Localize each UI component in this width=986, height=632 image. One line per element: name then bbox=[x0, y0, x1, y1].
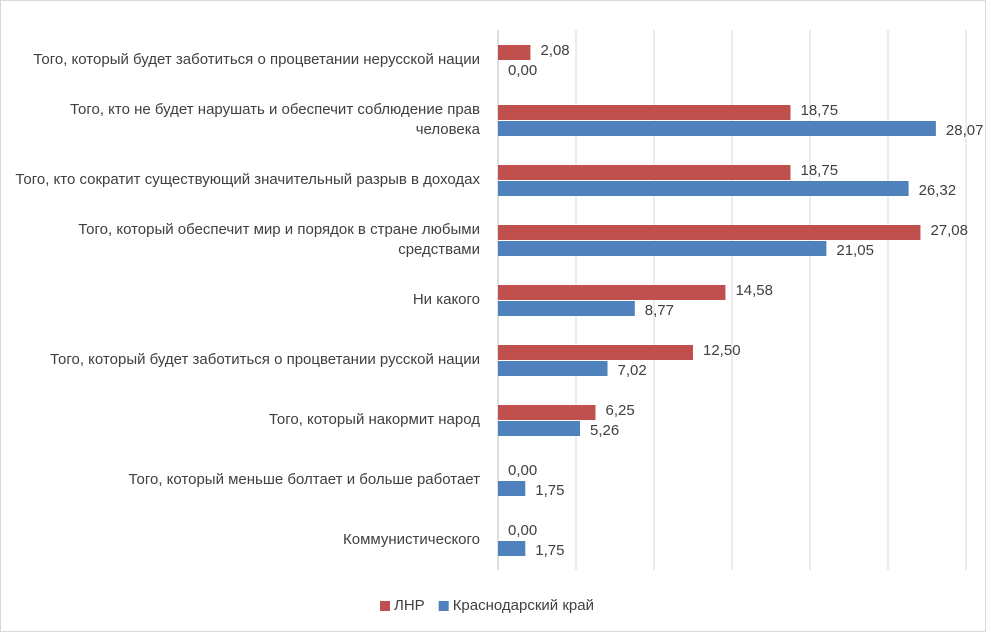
category-label: Того, который обеспечит мир и порядок в … bbox=[78, 221, 480, 258]
category-label: Того, который накормит народ bbox=[268, 411, 480, 428]
bar bbox=[498, 301, 635, 316]
data-label: 18,75 bbox=[801, 162, 839, 179]
data-label: 0,00 bbox=[508, 62, 537, 79]
legend-swatch bbox=[438, 601, 449, 611]
data-label: 5,26 bbox=[590, 422, 619, 439]
category-label: Того, который будет заботиться о процвет… bbox=[50, 351, 480, 368]
bar bbox=[498, 421, 581, 436]
bar bbox=[498, 45, 531, 60]
bar bbox=[498, 121, 936, 136]
bar bbox=[498, 285, 726, 300]
data-label: 28,07 bbox=[946, 122, 984, 139]
data-label: 1,75 bbox=[535, 542, 564, 559]
legend-label: Краснодарский край bbox=[453, 597, 594, 614]
category-label: Того, который будет заботиться о процвет… bbox=[33, 51, 480, 68]
data-label: 26,32 bbox=[919, 182, 957, 199]
bar bbox=[498, 405, 596, 420]
bar bbox=[498, 105, 791, 120]
data-label: 0,00 bbox=[508, 522, 537, 539]
data-label: 0,00 bbox=[508, 462, 537, 479]
data-label: 1,75 bbox=[535, 482, 564, 499]
data-label: 12,50 bbox=[703, 342, 741, 359]
bar bbox=[498, 541, 526, 556]
data-label: 27,08 bbox=[930, 222, 968, 239]
data-label: 8,77 bbox=[645, 302, 674, 319]
category-label: Ни какого bbox=[412, 291, 480, 308]
category-label: Того, кто не будет нарушать и обеспечит … bbox=[70, 101, 480, 138]
bar bbox=[498, 225, 921, 240]
data-label: 18,75 bbox=[801, 102, 839, 119]
data-label: 7,02 bbox=[618, 362, 647, 379]
bar bbox=[498, 481, 526, 496]
data-label: 6,25 bbox=[606, 402, 635, 419]
bar bbox=[498, 241, 827, 256]
data-label: 14,58 bbox=[735, 282, 773, 299]
bar bbox=[498, 181, 909, 196]
bar bbox=[498, 165, 791, 180]
data-label: 2,08 bbox=[540, 42, 569, 59]
category-label: Коммунистического bbox=[343, 531, 480, 548]
category-label: Того, который меньше болтает и больше ра… bbox=[128, 471, 481, 488]
category-label: Того, кто сократит существующий значител… bbox=[15, 171, 480, 188]
bar bbox=[498, 345, 693, 360]
data-label: 21,05 bbox=[836, 242, 874, 259]
legend-swatch bbox=[380, 601, 390, 611]
legend-label: ЛНР bbox=[394, 597, 425, 614]
bar bbox=[498, 361, 608, 376]
